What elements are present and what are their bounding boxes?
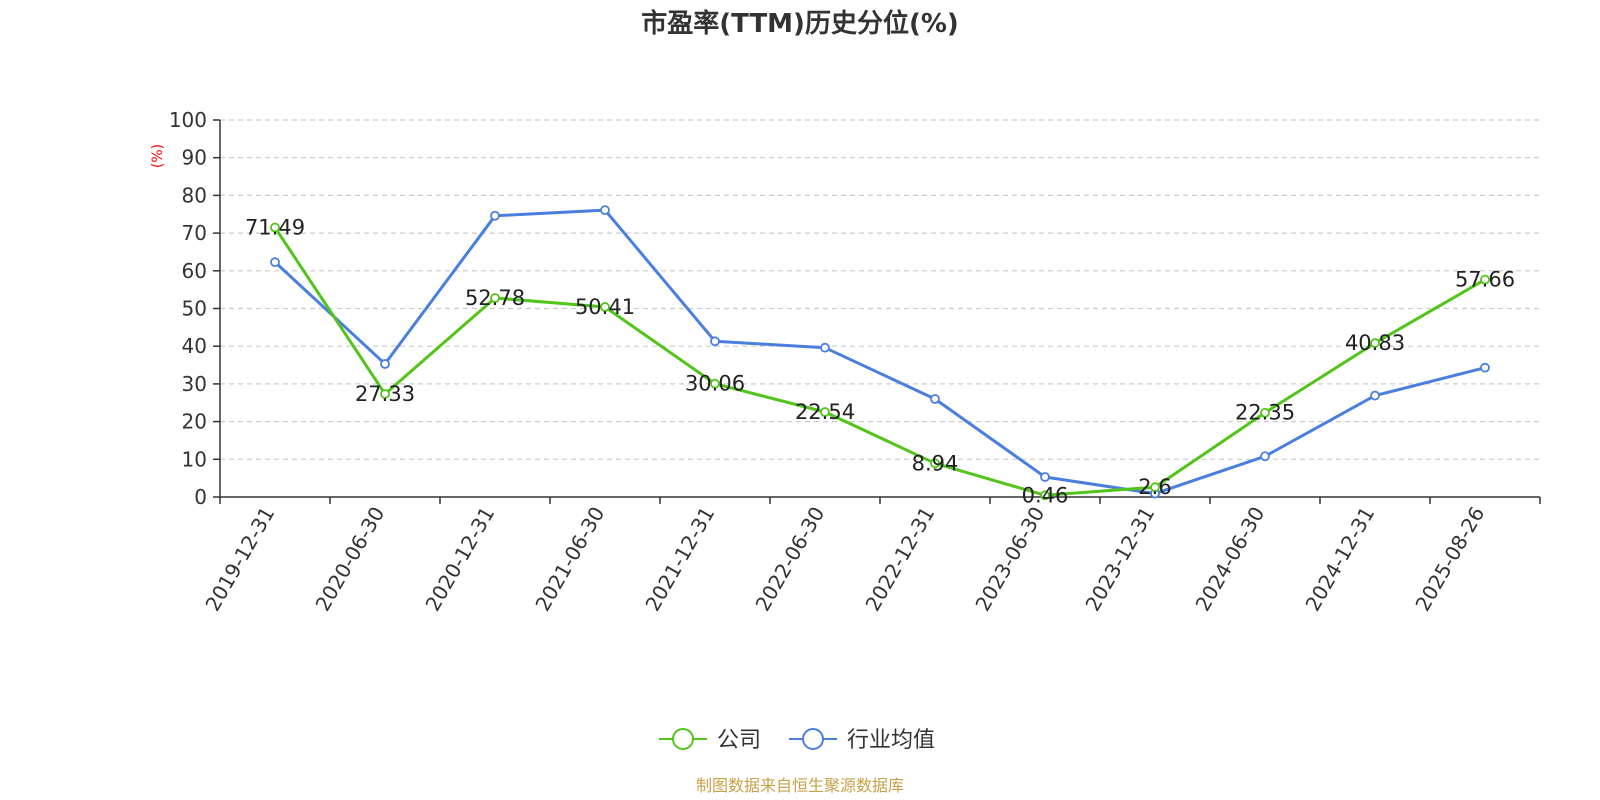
data-point-company-2021-12-31[interactable] xyxy=(710,378,720,389)
data-label-company-2025-08-26: 57.66 xyxy=(1455,268,1515,292)
data-label-company-2023-12-31: 2.6 xyxy=(1138,475,1171,499)
y-axis-unit-label: (%) xyxy=(150,144,166,168)
data-point-industry-2021-06-30[interactable] xyxy=(600,205,610,216)
data-point-industry-2020-06-30[interactable] xyxy=(380,359,390,369)
y-tick-label-60: 60 xyxy=(182,259,207,283)
data-point-industry-2019-12-31[interactable] xyxy=(270,257,280,268)
data-label-company-2022-12-31: 8.94 xyxy=(912,451,959,475)
data-point-industry-2023-06-30[interactable] xyxy=(1040,472,1050,482)
legend: 公司 行业均值 xyxy=(659,728,935,753)
data-label-company-2019-12-31: 71.49 xyxy=(245,215,305,239)
y-tick-label-90: 90 xyxy=(182,146,207,170)
data-point-company-2022-12-31[interactable] xyxy=(930,458,940,469)
y-tick-label-0: 0 xyxy=(194,485,207,509)
data-label-company-2021-12-31: 30.06 xyxy=(685,372,745,396)
y-tick-label-70: 70 xyxy=(182,221,207,245)
data-point-company-2024-06-30[interactable] xyxy=(1260,407,1270,418)
data-point-company-2023-06-30[interactable] xyxy=(1040,490,1050,501)
grid-lines xyxy=(220,119,1540,460)
data-label-company-2020-12-31: 52.78 xyxy=(465,286,525,310)
data-point-industry-2022-06-30[interactable] xyxy=(820,342,830,353)
legend-company-marker xyxy=(672,728,694,750)
x-tick-label-2024-12-31: 2024-12-31 xyxy=(1300,503,1379,616)
x-tick-label-2022-12-31: 2022-12-31 xyxy=(860,503,939,616)
x-tick-label-2023-06-30: 2023-06-30 xyxy=(970,503,1049,616)
y-tick-label-80: 80 xyxy=(182,183,207,207)
y-tick-label-50: 50 xyxy=(182,297,207,321)
data-label-company-2022-06-30: 22.54 xyxy=(795,400,855,424)
series-layer xyxy=(270,205,1490,501)
x-tick-label-2023-12-31: 2023-12-31 xyxy=(1080,503,1159,616)
data-label-company-2021-06-30: 50.41 xyxy=(575,295,635,319)
data-point-company-2021-06-30[interactable] xyxy=(600,302,610,312)
data-point-industry-2020-12-31[interactable] xyxy=(490,210,500,221)
data-point-industry-2022-12-31[interactable] xyxy=(930,394,940,404)
legend-item-industry-average[interactable]: 行业均值 xyxy=(789,728,935,753)
series-line-company xyxy=(273,226,1486,497)
data-point-industry-2024-06-30[interactable] xyxy=(1260,451,1270,462)
legend-industry-marker xyxy=(802,728,824,750)
data-point-company-2023-12-31[interactable] xyxy=(1150,482,1160,493)
x-tick-label-2019-12-31: 2019-12-31 xyxy=(200,503,279,616)
data-point-industry-2025-08-26[interactable] xyxy=(1480,362,1490,373)
series-line-industry-average xyxy=(273,208,1486,496)
x-tick-label-2024-06-30: 2024-06-30 xyxy=(1190,503,1269,616)
data-point-company-2020-12-31[interactable] xyxy=(490,293,500,303)
data-point-company-2024-12-31[interactable] xyxy=(1370,338,1380,348)
data-label-company-2023-06-30: 0.46 xyxy=(1022,483,1069,507)
chart-title: 市盈率(TTM)历史分位(%) xyxy=(641,8,959,39)
legend-industry-label: 行业均值 xyxy=(847,728,935,753)
x-tick-label-2025-08-26: 2025-08-26 xyxy=(1410,503,1489,616)
x-tick-label-2022-06-30: 2022-06-30 xyxy=(750,503,829,616)
data-labels: 71.49 27.33 52.78 50.41 30.06 22.54 8.94 0.46 2.… xyxy=(245,215,1515,507)
x-tick-label-2021-06-30: 2021-06-30 xyxy=(530,503,609,616)
x-tick-label-2020-12-31: 2020-12-31 xyxy=(420,503,499,616)
y-tick-label-100: 100 xyxy=(169,108,207,132)
legend-item-company[interactable]: 公司 xyxy=(659,728,761,753)
data-point-company-2022-06-30[interactable] xyxy=(820,407,830,417)
data-label-company-2020-06-30: 27.33 xyxy=(355,382,415,406)
y-tick-label-30: 30 xyxy=(182,372,207,396)
data-point-industry-2021-12-31[interactable] xyxy=(710,336,720,347)
y-tick-label-20: 20 xyxy=(182,410,207,434)
data-label-company-2024-06-30: 22.35 xyxy=(1235,401,1295,425)
data-point-industry-2024-12-31[interactable] xyxy=(1370,390,1380,401)
legend-company-label: 公司 xyxy=(717,728,761,753)
data-point-company-2025-08-26[interactable] xyxy=(1480,274,1490,285)
y-tick-label-40: 40 xyxy=(182,334,207,358)
data-label-company-2024-12-31: 40.83 xyxy=(1345,331,1405,355)
x-tick-label-2020-06-30: 2020-06-30 xyxy=(310,503,389,616)
data-point-company-2019-12-31[interactable] xyxy=(270,222,280,233)
data-point-company-2020-06-30[interactable] xyxy=(380,389,390,399)
x-tick-label-2021-12-31: 2021-12-31 xyxy=(640,503,719,616)
data-source-note: 制图数据来自恒生聚源数据库 xyxy=(696,776,904,795)
y-tick-label-10: 10 xyxy=(182,447,207,471)
